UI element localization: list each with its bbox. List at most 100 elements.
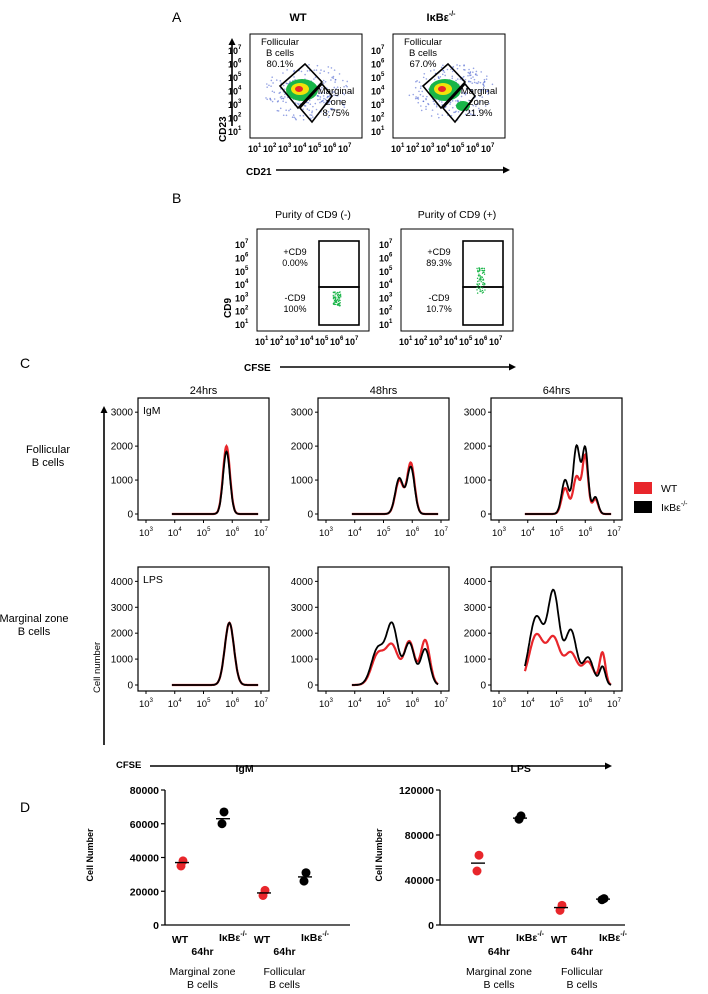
- event-dot: [457, 111, 460, 113]
- event-dot: [478, 280, 480, 282]
- event-dot: [343, 106, 346, 109]
- event-dot: [442, 69, 445, 72]
- legend-swatch-wt: [634, 482, 652, 494]
- event-dot: [285, 114, 288, 117]
- event-dot: [429, 70, 432, 72]
- category-label: WT: [172, 934, 189, 946]
- event-dot: [306, 108, 309, 110]
- histogram-wt: [523, 632, 612, 686]
- event-dot: [320, 88, 322, 91]
- event-dot: [327, 66, 330, 68]
- event-dot: [449, 101, 452, 104]
- log-tick-label: 104: [300, 336, 314, 347]
- event-dot: [332, 77, 335, 79]
- event-dot: [461, 91, 463, 94]
- event-dot: [271, 76, 273, 79]
- event-dot: [333, 301, 335, 303]
- event-dot: [456, 64, 458, 66]
- log-tick-label: 101: [255, 336, 269, 347]
- event-dot: [433, 78, 436, 81]
- event-dot: [345, 84, 347, 87]
- event-dot: [477, 107, 480, 110]
- data-point: [472, 866, 482, 876]
- category-label: WT: [551, 934, 568, 946]
- event-dot: [293, 70, 295, 73]
- gate-label-follicular: Follicular: [404, 37, 442, 48]
- y-tick-label: 2000: [464, 629, 487, 640]
- x-tick-label: 104: [521, 527, 536, 539]
- event-dot: [324, 80, 327, 83]
- event-dot: [331, 107, 333, 110]
- event-dot: [289, 108, 292, 111]
- event-dot: [470, 77, 472, 80]
- legend-label: WT: [661, 483, 678, 495]
- data-point: [176, 861, 186, 871]
- x-tick-label: 107: [607, 527, 622, 539]
- event-dot: [315, 69, 318, 71]
- y-tick-label: 4000: [291, 577, 314, 588]
- event-dot: [288, 109, 290, 112]
- event-dot: [451, 75, 454, 78]
- event-dot: [431, 109, 434, 111]
- event-dot: [438, 100, 441, 102]
- event-dot: [478, 267, 480, 269]
- event-dot: [300, 70, 303, 73]
- event-dot: [333, 303, 336, 305]
- event-dot: [485, 78, 488, 81]
- event-dot: [333, 297, 335, 299]
- event-dot: [339, 295, 342, 297]
- event-dot: [334, 291, 336, 293]
- event-dot: [483, 270, 485, 272]
- event-dot: [326, 95, 329, 98]
- event-dot: [335, 293, 337, 295]
- event-dot: [319, 101, 321, 104]
- gate-label-marginal: zone: [326, 97, 347, 108]
- event-dot: [473, 114, 476, 116]
- x-tick-label: 104: [168, 698, 183, 710]
- event-dot: [433, 69, 435, 71]
- x-tick-label: 103: [139, 698, 154, 710]
- event-dot: [485, 90, 488, 93]
- event-dot: [313, 78, 315, 80]
- y-tick-label: 2000: [111, 442, 134, 453]
- event-dot: [484, 105, 487, 107]
- event-dot: [453, 111, 455, 114]
- x-tick-label: 103: [139, 527, 154, 539]
- event-dot: [477, 274, 480, 277]
- event-dot: [320, 100, 323, 103]
- event-dot: [476, 277, 479, 280]
- event-dot: [488, 102, 490, 105]
- x-tick-label: 107: [607, 698, 622, 710]
- event-dot: [450, 68, 452, 71]
- event-dot: [446, 68, 449, 71]
- event-dot: [476, 267, 478, 270]
- event-dot: [265, 97, 267, 99]
- y-tick-label: 3000: [291, 603, 314, 614]
- event-dot: [294, 117, 297, 120]
- y-tick-label: 40000: [130, 853, 159, 865]
- event-dot: [276, 109, 279, 112]
- y-tick-label: 1000: [464, 655, 487, 666]
- event-dot: [432, 100, 435, 103]
- event-dot: [330, 107, 332, 110]
- event-dot: [464, 113, 467, 116]
- event-dot: [283, 88, 286, 91]
- y-axis-title: Cell Number: [85, 828, 95, 882]
- event-dot: [302, 114, 305, 117]
- event-dot: [337, 293, 339, 295]
- event-dot: [333, 69, 336, 71]
- gate-label-follicular: B cells: [266, 48, 294, 59]
- chart-title: IgM: [236, 763, 254, 775]
- panel-label-c: C: [20, 355, 30, 371]
- event-dot: [315, 108, 318, 111]
- category-label: IκBε-/-: [599, 931, 628, 944]
- event-dot: [470, 113, 472, 115]
- x-tick-label: 105: [377, 698, 392, 710]
- histogram-frame: [317, 397, 450, 521]
- event-dot: [266, 98, 269, 101]
- category-label: IκBε-/-: [301, 931, 330, 944]
- event-dot: [439, 76, 442, 78]
- panel-label-a: A: [172, 9, 182, 25]
- event-dot: [337, 295, 339, 298]
- column-title: 64hrs: [543, 385, 571, 397]
